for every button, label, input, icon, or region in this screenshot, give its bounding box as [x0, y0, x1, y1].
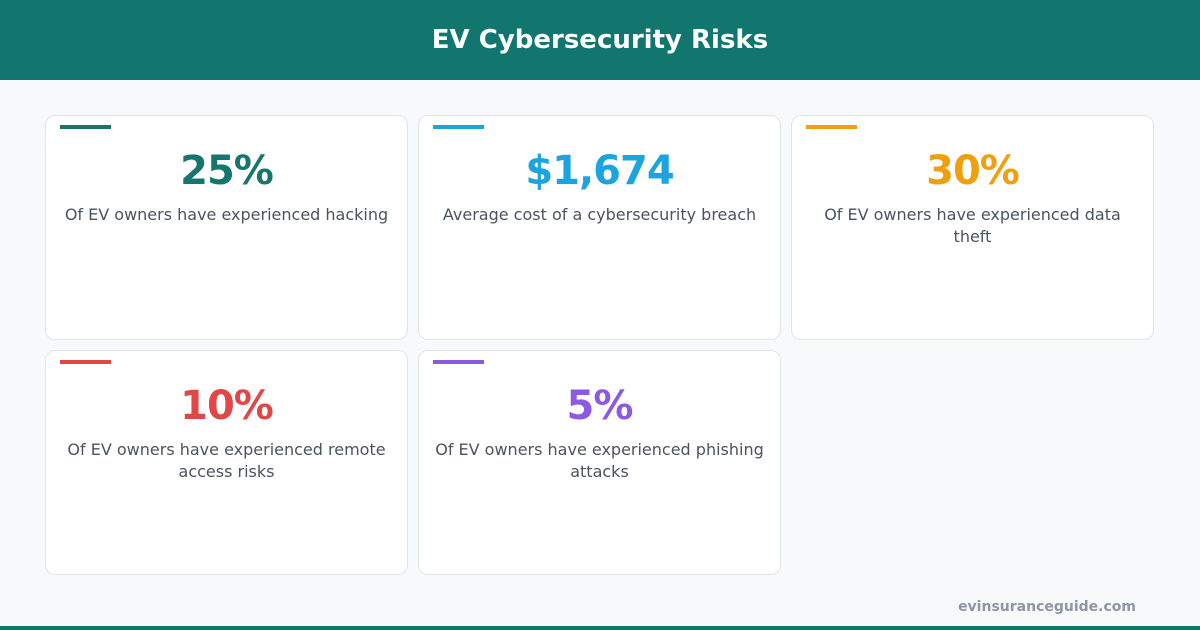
title: EV Cybersecurity Risks: [431, 25, 769, 55]
stat-card: 5% Of EV owners have experienced phishing…: [418, 350, 781, 575]
stat-value: 30%: [926, 148, 1020, 194]
stat-value: 25%: [180, 148, 274, 194]
stat-description: Average cost of a cybersecurity breach: [442, 205, 757, 224]
stat-description: Of EV owners have experienced data theft: [824, 205, 1121, 246]
accent-bar: [60, 360, 111, 364]
accent-bar: [60, 125, 111, 129]
accent-bar: [433, 360, 484, 364]
stat-value: 5%: [566, 383, 634, 429]
stat-value: 10%: [180, 383, 274, 429]
header: EV Cybersecurity Risks: [0, 0, 1200, 80]
stat-description: Of EV owners have experienced hacking: [64, 205, 389, 224]
accent-bar: [433, 125, 484, 129]
stat-value: $1,674: [525, 148, 674, 194]
bottom-strip: [0, 626, 1200, 630]
accent-bar: [806, 125, 857, 129]
stat-description: Of EV owners have experienced phishing a…: [435, 440, 764, 481]
stat-card: 25% Of EV owners have experienced hacking: [45, 115, 408, 340]
stat-description: Of EV owners have experienced remote acc…: [67, 440, 386, 481]
source: evinsuranceguide.com: [958, 599, 1136, 615]
stat-card: 10% Of EV owners have experienced remote …: [45, 350, 408, 575]
stat-card: 30% Of EV owners have experienced data th…: [791, 115, 1154, 340]
stat-card: $1,674 Average cost of a cybersecurity br…: [418, 115, 781, 340]
